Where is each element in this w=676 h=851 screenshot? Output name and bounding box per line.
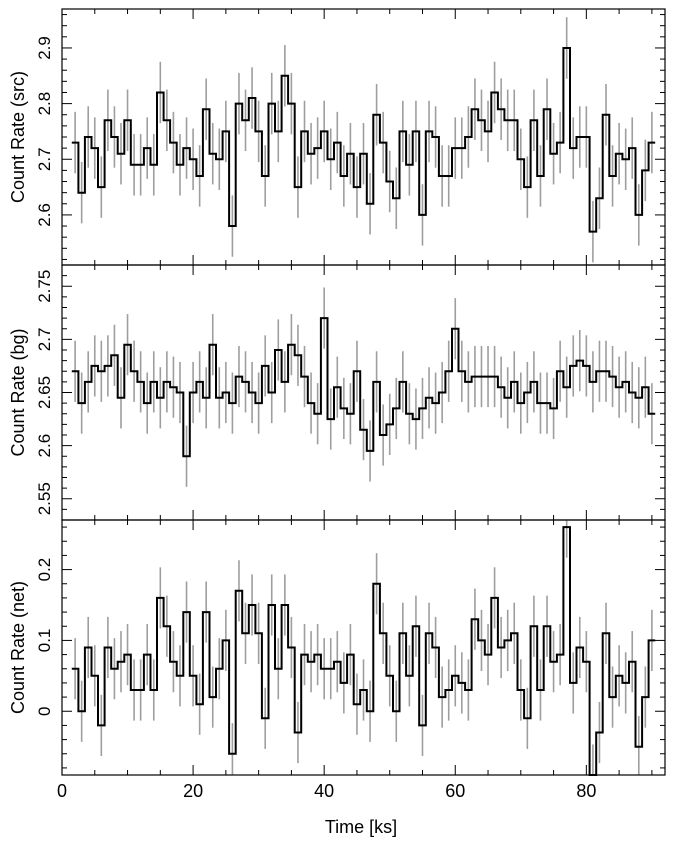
y-tick-label: 0 bbox=[35, 707, 54, 716]
series-line bbox=[71, 47, 656, 233]
y-tick-label: 2.7 bbox=[35, 328, 54, 352]
panel-2: 0 0.1 0.2 Count Rate (net) 0 20 40 60 80 bbox=[8, 519, 666, 801]
y-tick-label: 2.65 bbox=[35, 376, 54, 409]
x-tick-label: 80 bbox=[576, 781, 596, 801]
y-tick-label: 2.55 bbox=[35, 482, 54, 515]
y-tick-label: 0.2 bbox=[35, 558, 54, 582]
y-tick-label: 2.9 bbox=[35, 36, 54, 60]
y-tick-label: 2.7 bbox=[35, 147, 54, 171]
y-axis-label: Count Rate (net) bbox=[8, 581, 28, 714]
panel-1: 2.55 2.6 2.65 2.7 2.75 Count Rate (bg) bbox=[8, 264, 666, 521]
y-tick-label: 2.6 bbox=[35, 203, 54, 227]
y-axis-label: Count Rate (bg) bbox=[8, 328, 28, 456]
panel-frame bbox=[61, 264, 666, 521]
y-tick-label: 2.6 bbox=[35, 434, 54, 458]
y-tick-label: 2.75 bbox=[35, 270, 54, 303]
x-tick-label: 40 bbox=[314, 781, 334, 801]
x-tick-label: 60 bbox=[445, 781, 465, 801]
x-tick-label: 20 bbox=[183, 781, 203, 801]
series-line bbox=[71, 526, 656, 776]
series-line bbox=[71, 317, 656, 458]
y-axis-label: Count Rate (src) bbox=[8, 71, 28, 203]
y-tick-label: 0.1 bbox=[35, 629, 54, 653]
y-tick-label: 2.8 bbox=[35, 92, 54, 116]
panel-frame bbox=[61, 519, 666, 776]
panel-0: 2.6 2.7 2.8 2.9 Count Rate (src) bbox=[8, 8, 666, 266]
x-tick-label: 0 bbox=[57, 781, 67, 801]
x-axis-label: Time [ks] bbox=[325, 817, 397, 837]
